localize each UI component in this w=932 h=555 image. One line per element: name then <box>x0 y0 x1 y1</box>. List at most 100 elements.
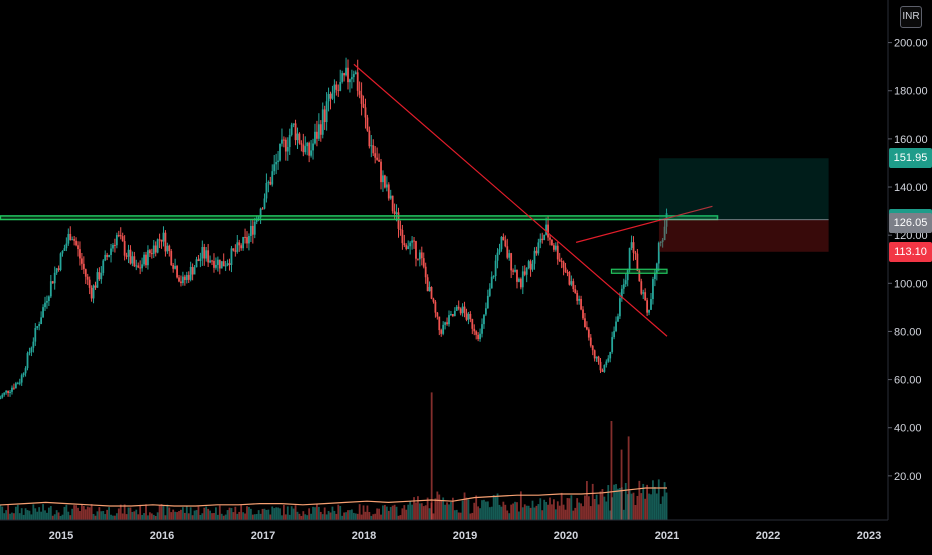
candle-body <box>220 261 223 269</box>
volume-bar <box>226 510 229 520</box>
candle-body <box>59 253 62 270</box>
candle-body <box>187 275 190 280</box>
volume-bar <box>104 514 107 520</box>
volume-bar <box>22 514 25 520</box>
candle-body <box>584 318 586 328</box>
candle-body <box>160 239 163 242</box>
volume-bar <box>306 515 309 520</box>
candle-body <box>601 370 604 372</box>
volume-bar <box>535 505 538 520</box>
volume-bar <box>251 514 254 520</box>
candle-body <box>201 246 204 259</box>
volume-bar <box>88 507 91 520</box>
volume-bar <box>556 501 559 520</box>
volume-bar <box>238 511 241 520</box>
volume-bar <box>143 513 145 520</box>
volume-bar <box>523 504 526 520</box>
volume-bar <box>432 513 435 520</box>
volume-bar <box>566 498 569 520</box>
volume-bar <box>310 513 312 520</box>
candle-body <box>106 254 109 257</box>
volume-bar <box>14 506 17 520</box>
candle-body <box>488 288 491 296</box>
volume-bar <box>531 500 534 520</box>
candle-body <box>634 252 637 254</box>
volume-bar <box>642 483 645 520</box>
volume-bar <box>624 482 627 520</box>
y-tick-label: 60.00 <box>894 375 922 387</box>
volume-bar <box>551 504 553 520</box>
candle-body <box>119 235 122 237</box>
volume-bar <box>216 514 219 520</box>
candle-body <box>71 239 74 241</box>
volume-bar <box>281 515 283 520</box>
volume-bar <box>273 508 276 520</box>
candle-body <box>405 245 408 250</box>
candle-body <box>619 298 621 317</box>
candle-body <box>500 236 503 250</box>
volume-bar <box>436 491 439 520</box>
volume-bar <box>323 507 326 520</box>
volume-bar <box>201 513 204 520</box>
candle-body <box>275 161 278 165</box>
volume-bar <box>650 494 652 520</box>
candle-body <box>564 267 567 273</box>
resistance-zone <box>0 215 719 221</box>
volume-bar <box>554 509 557 520</box>
candle-body <box>298 133 301 144</box>
x-tick-label: 2023 <box>857 530 881 542</box>
candle-body <box>125 255 128 257</box>
candle-body <box>46 301 48 303</box>
candle-body <box>57 268 60 270</box>
volume-bar <box>162 505 165 520</box>
candle-body <box>129 249 132 264</box>
volume-bar <box>152 514 155 520</box>
candle-body <box>310 150 312 156</box>
candle-body <box>9 391 11 394</box>
candle-body <box>162 232 165 242</box>
volume-bar <box>249 508 252 520</box>
candle-body <box>366 117 369 131</box>
volume-bar <box>47 507 50 520</box>
candle-body <box>362 103 365 108</box>
candle-body <box>372 145 375 154</box>
volume-bar <box>71 508 74 520</box>
candle-body <box>323 109 326 123</box>
candle-body <box>84 269 87 277</box>
volume-bar <box>275 507 278 520</box>
volume-bar <box>63 506 66 520</box>
position-profit-zone <box>658 158 829 220</box>
support-zone <box>610 268 668 274</box>
volume-bar <box>426 497 429 520</box>
candle-body <box>453 310 456 317</box>
currency-selector-button[interactable]: INR <box>900 6 922 28</box>
volume-bar <box>106 509 109 520</box>
volume-bar <box>288 514 291 520</box>
candle-body <box>16 383 19 385</box>
volume-bar <box>263 508 266 520</box>
candle-body <box>82 263 85 270</box>
x-tick-label: 2022 <box>756 530 780 542</box>
candle-body <box>34 328 37 342</box>
volume-bar <box>465 497 468 520</box>
volume-bar <box>486 501 489 520</box>
volume-bar <box>562 504 565 520</box>
volume-bar <box>385 506 388 520</box>
candle-body <box>399 228 402 230</box>
candle-body <box>331 92 334 99</box>
y-tick-label: 40.00 <box>894 423 922 435</box>
candle-body <box>216 259 219 265</box>
volume-bar <box>405 509 408 520</box>
volume-bar <box>360 514 363 520</box>
volume-bar <box>7 504 9 520</box>
volume-bar <box>286 506 289 520</box>
candle-body <box>551 239 553 246</box>
candle-body <box>168 245 171 252</box>
candle-body <box>205 250 208 259</box>
volume-bar <box>632 492 635 520</box>
volume-bar <box>659 503 662 520</box>
volume-bar <box>389 506 392 520</box>
candle-body <box>611 337 614 352</box>
